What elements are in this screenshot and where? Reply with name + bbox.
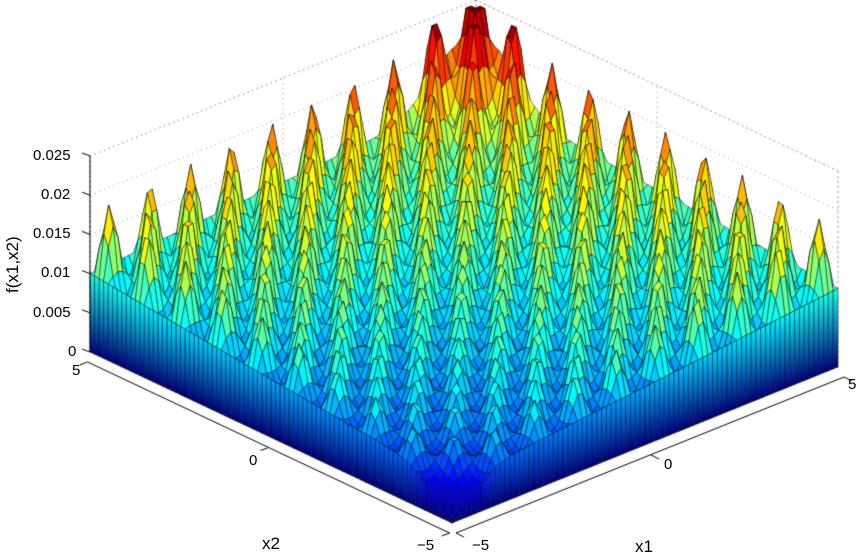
x2-tick-5: 5 (72, 362, 81, 379)
z-axis-label: f(x1,x2) (3, 236, 22, 293)
x1-tick-0: 0 (664, 456, 673, 473)
z-tick-001: 0.01 (41, 264, 71, 281)
x2-axis-label: x2 (262, 534, 280, 553)
x1-tick-minus5: −5 (472, 537, 490, 554)
x1-tick-5: 5 (848, 376, 857, 393)
x2-tick-0: 0 (249, 452, 258, 469)
z-tick-0025: 0.025 (33, 147, 71, 164)
z-tick-002: 0.02 (41, 186, 71, 203)
x1-axis-label: x1 (635, 537, 653, 556)
x2-tick-minus5: −5 (417, 537, 435, 554)
z-tick-0015: 0.015 (33, 225, 71, 242)
z-tick-0: 0 (68, 343, 77, 360)
z-tick-0005: 0.005 (33, 304, 71, 321)
